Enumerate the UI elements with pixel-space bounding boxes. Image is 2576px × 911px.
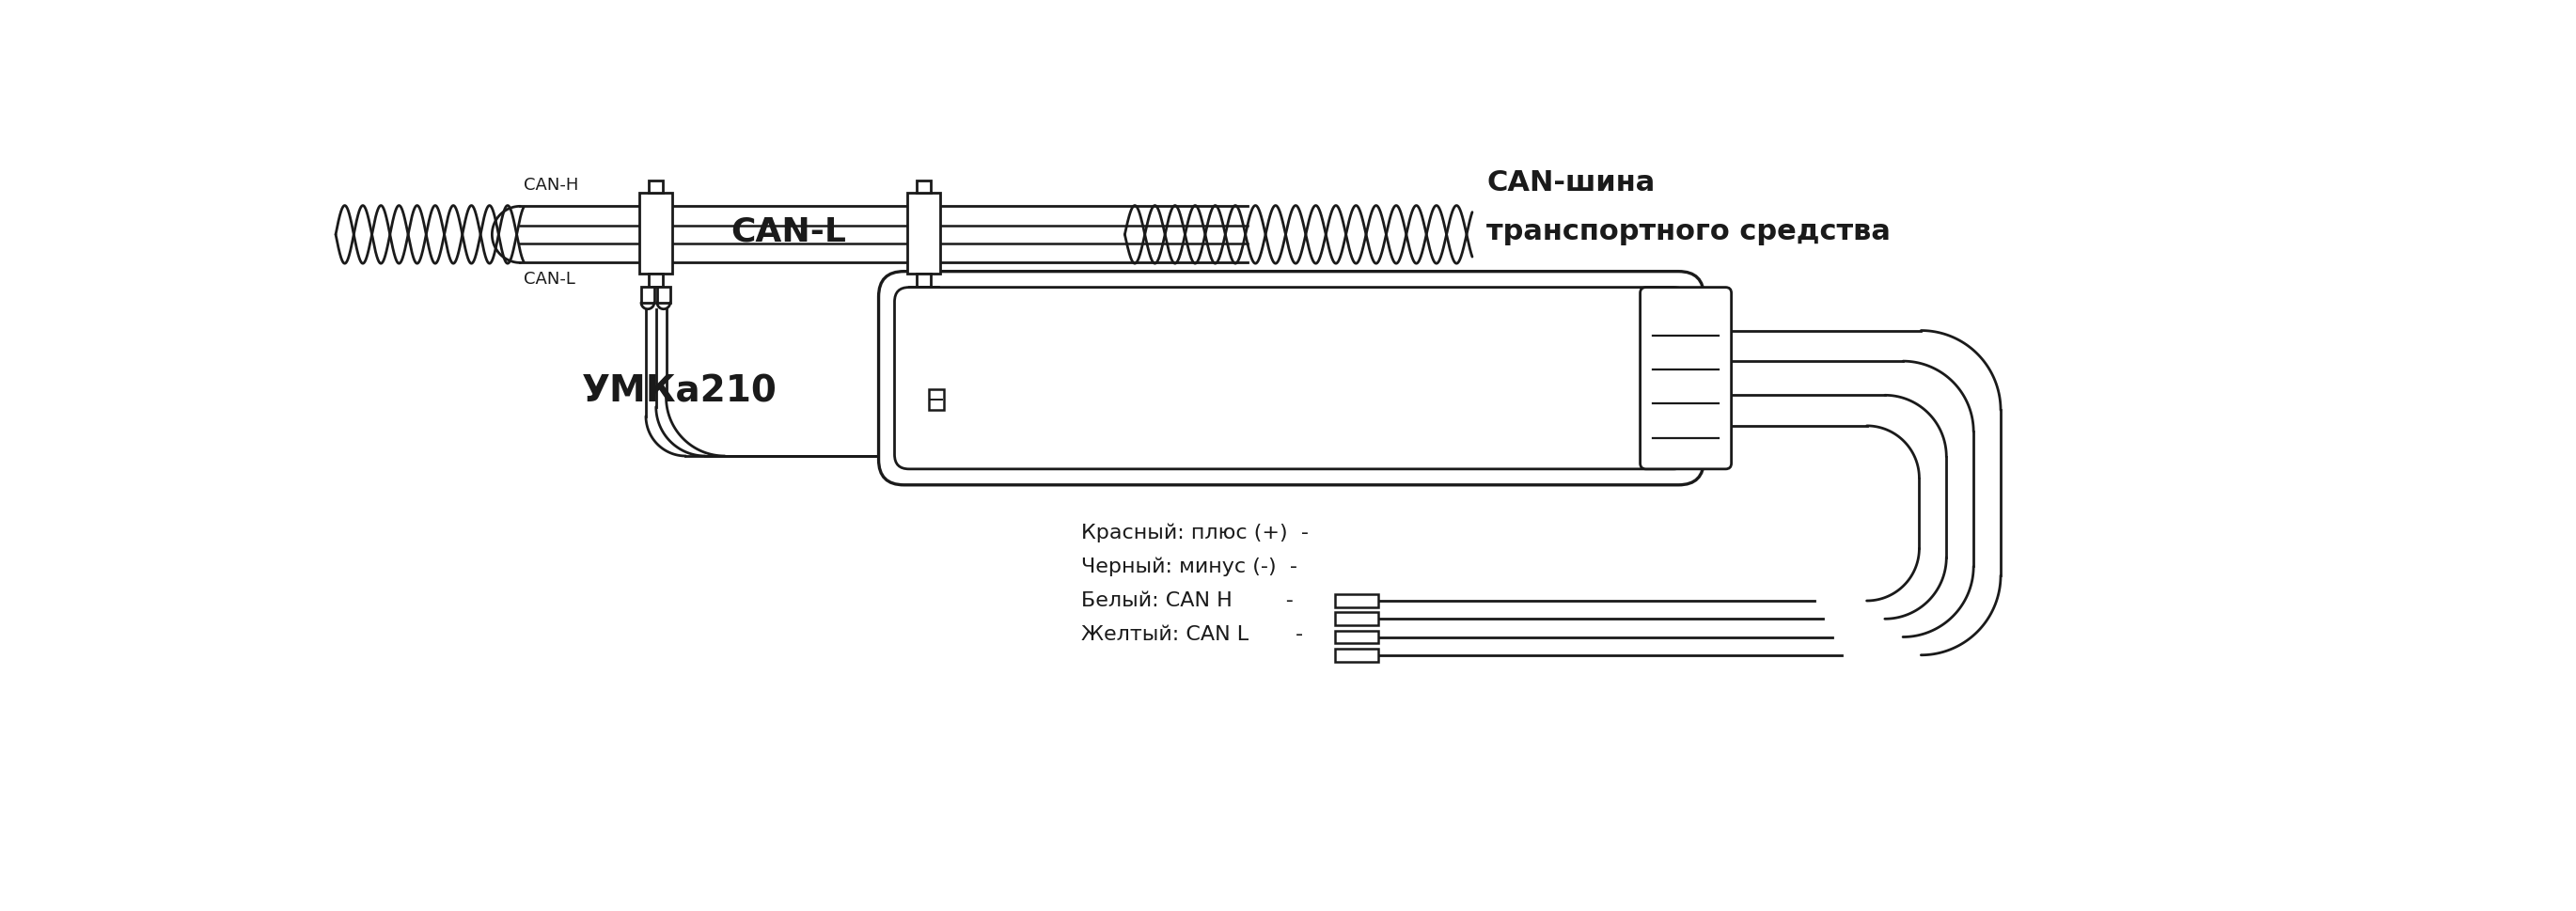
Polygon shape bbox=[1334, 630, 1378, 644]
Polygon shape bbox=[1334, 595, 1378, 608]
Text: CAN-шина: CAN-шина bbox=[1486, 169, 1656, 196]
FancyBboxPatch shape bbox=[1641, 288, 1731, 469]
Polygon shape bbox=[649, 181, 662, 194]
Polygon shape bbox=[639, 194, 672, 274]
FancyBboxPatch shape bbox=[878, 272, 1703, 486]
Text: Красный: плюс (+)  -: Красный: плюс (+) - bbox=[1082, 523, 1309, 542]
Polygon shape bbox=[641, 287, 654, 303]
Text: транспортного средства: транспортного средства bbox=[1486, 218, 1891, 245]
FancyBboxPatch shape bbox=[894, 288, 1687, 469]
Text: Белый: CAN H        -: Белый: CAN H - bbox=[1082, 591, 1293, 609]
Polygon shape bbox=[1334, 612, 1378, 626]
Text: CAN-L: CAN-L bbox=[523, 271, 574, 288]
Polygon shape bbox=[657, 287, 670, 303]
Text: Черный: минус (-)  -: Черный: минус (-) - bbox=[1082, 557, 1298, 576]
Text: CAN-H: CAN-H bbox=[523, 177, 580, 194]
Text: УМКа210: УМКа210 bbox=[582, 374, 778, 409]
Polygon shape bbox=[917, 181, 930, 194]
Polygon shape bbox=[925, 287, 938, 303]
Polygon shape bbox=[907, 194, 940, 274]
FancyBboxPatch shape bbox=[878, 272, 1703, 486]
FancyBboxPatch shape bbox=[909, 302, 1674, 455]
Polygon shape bbox=[909, 287, 922, 303]
Text: Желтый: CAN L       -: Желтый: CAN L - bbox=[1082, 625, 1303, 644]
Text: CAN-L: CAN-L bbox=[732, 216, 845, 248]
Polygon shape bbox=[917, 274, 930, 287]
Polygon shape bbox=[1334, 649, 1378, 661]
Polygon shape bbox=[649, 274, 662, 287]
